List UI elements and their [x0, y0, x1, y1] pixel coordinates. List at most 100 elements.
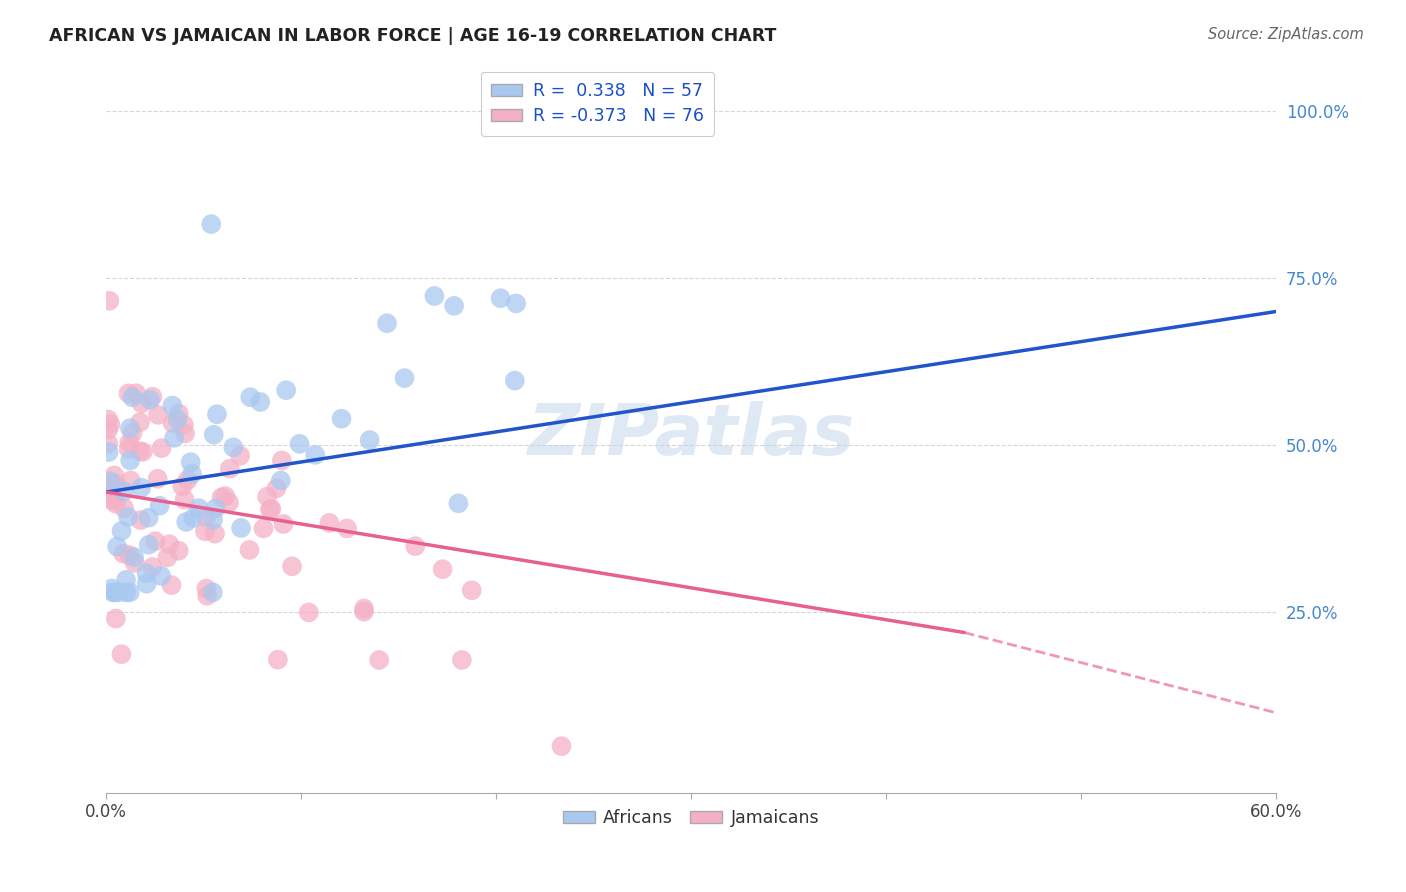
Point: [131, 396, 153, 410]
Point: [98, 474, 121, 488]
Point: [97, 436, 120, 450]
Point: [281, 559, 304, 574]
Point: [550, 739, 572, 754]
Point: [173, 417, 195, 432]
Point: [146, 472, 169, 486]
Point: [141, 560, 163, 574]
Point: [195, 582, 218, 596]
Point: [104, 497, 127, 511]
Point: [404, 539, 426, 553]
Point: [205, 407, 228, 421]
Point: [266, 482, 288, 496]
Point: [432, 562, 454, 576]
Point: [201, 585, 224, 599]
Point: [211, 490, 233, 504]
Point: [141, 390, 163, 404]
Point: [115, 573, 138, 587]
Point: [103, 492, 125, 507]
Point: [103, 468, 125, 483]
Point: [204, 501, 226, 516]
Point: [149, 499, 172, 513]
Point: [174, 426, 197, 441]
Point: [166, 412, 188, 426]
Point: [118, 421, 141, 435]
Point: [110, 524, 132, 538]
Point: [276, 383, 298, 397]
Point: [318, 516, 340, 530]
Point: [124, 556, 146, 570]
Point: [132, 445, 155, 459]
Point: [146, 408, 169, 422]
Point: [214, 489, 236, 503]
Point: [167, 543, 190, 558]
Point: [267, 653, 290, 667]
Point: [176, 473, 198, 487]
Point: [112, 547, 135, 561]
Point: [122, 550, 145, 565]
Point: [202, 513, 225, 527]
Point: [200, 217, 222, 231]
Text: ZIPatlas: ZIPatlas: [527, 401, 855, 470]
Point: [187, 501, 209, 516]
Point: [394, 371, 416, 385]
Point: [105, 477, 128, 491]
Point: [172, 479, 194, 493]
Point: [115, 585, 138, 599]
Point: [460, 583, 482, 598]
Point: [143, 534, 166, 549]
Point: [447, 496, 470, 510]
Point: [104, 611, 127, 625]
Point: [505, 296, 527, 310]
Point: [120, 474, 142, 488]
Point: [180, 455, 202, 469]
Point: [135, 576, 157, 591]
Point: [273, 516, 295, 531]
Point: [118, 548, 141, 562]
Point: [162, 416, 184, 430]
Point: [135, 566, 157, 581]
Point: [97, 412, 120, 426]
Point: [202, 427, 225, 442]
Point: [270, 474, 292, 488]
Point: [97, 445, 120, 459]
Point: [112, 484, 135, 499]
Point: [110, 647, 132, 661]
Point: [107, 585, 129, 599]
Point: [121, 390, 143, 404]
Point: [138, 510, 160, 524]
Point: [181, 467, 204, 481]
Point: [101, 582, 124, 596]
Point: [368, 653, 391, 667]
Point: [103, 585, 125, 599]
Point: [288, 437, 311, 451]
Point: [156, 550, 179, 565]
Point: [181, 511, 204, 525]
Point: [105, 540, 128, 554]
Point: [194, 524, 217, 539]
Point: [375, 316, 398, 330]
Point: [121, 426, 143, 441]
Point: [239, 390, 262, 404]
Point: [238, 543, 260, 558]
Point: [298, 606, 321, 620]
Point: [167, 407, 190, 421]
Point: [157, 537, 180, 551]
Point: [100, 492, 122, 507]
Point: [256, 490, 278, 504]
Point: [125, 386, 148, 401]
Point: [451, 653, 474, 667]
Point: [443, 299, 465, 313]
Point: [139, 392, 162, 407]
Point: [118, 442, 141, 456]
Point: [150, 441, 173, 455]
Point: [163, 431, 186, 445]
Point: [336, 521, 359, 535]
Point: [100, 417, 122, 432]
Point: [503, 374, 526, 388]
Point: [97, 423, 120, 437]
Point: [330, 411, 353, 425]
Point: [150, 569, 173, 583]
Point: [129, 513, 152, 527]
Point: [222, 440, 245, 454]
Legend: Africans, Jamaicans: Africans, Jamaicans: [557, 803, 825, 834]
